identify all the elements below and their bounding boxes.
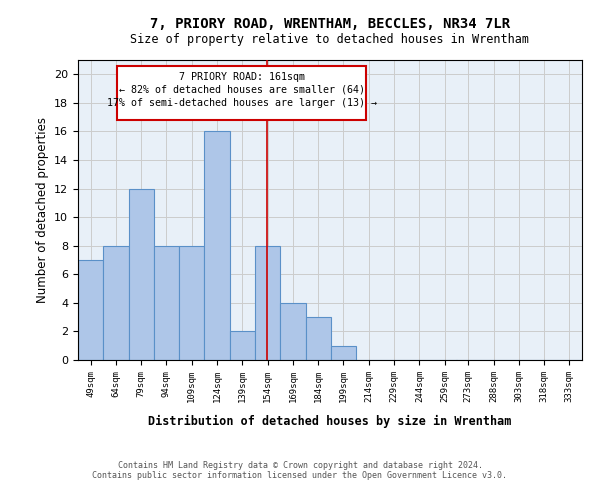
Text: ← 82% of detached houses are smaller (64): ← 82% of detached houses are smaller (64… <box>119 85 365 95</box>
Text: 7 PRIORY ROAD: 161sqm: 7 PRIORY ROAD: 161sqm <box>179 72 305 82</box>
Text: 17% of semi-detached houses are larger (13) →: 17% of semi-detached houses are larger (… <box>107 98 377 108</box>
Bar <box>280 303 305 360</box>
Bar <box>305 317 331 360</box>
FancyBboxPatch shape <box>117 66 366 120</box>
Bar <box>205 132 230 360</box>
Text: Contains HM Land Registry data © Crown copyright and database right 2024.
Contai: Contains HM Land Registry data © Crown c… <box>92 460 508 480</box>
Bar <box>230 332 255 360</box>
Bar <box>179 246 205 360</box>
Bar <box>154 246 179 360</box>
Bar <box>255 246 280 360</box>
Y-axis label: Number of detached properties: Number of detached properties <box>35 117 49 303</box>
Bar <box>78 260 103 360</box>
Bar <box>128 188 154 360</box>
Text: Size of property relative to detached houses in Wrentham: Size of property relative to detached ho… <box>131 32 530 46</box>
Bar <box>103 246 128 360</box>
Text: Distribution of detached houses by size in Wrentham: Distribution of detached houses by size … <box>148 415 512 428</box>
Text: 7, PRIORY ROAD, WRENTHAM, BECCLES, NR34 7LR: 7, PRIORY ROAD, WRENTHAM, BECCLES, NR34 … <box>150 18 510 32</box>
Bar <box>331 346 356 360</box>
